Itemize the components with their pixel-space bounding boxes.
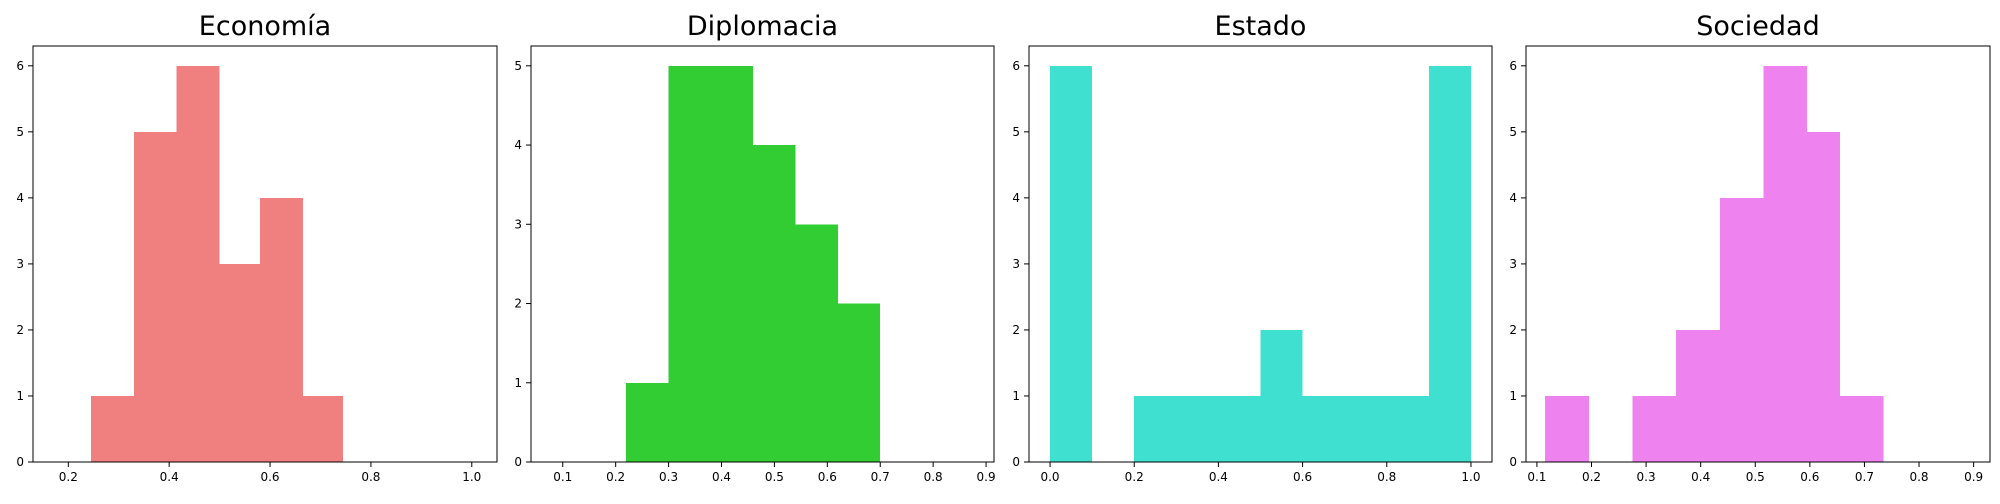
y-tick-label: 0 <box>1012 455 1020 469</box>
x-tick-label: 0.7 <box>871 470 890 484</box>
histogram-bar <box>837 303 881 462</box>
histogram-bar <box>1807 131 1840 463</box>
y-tick-label: 5 <box>514 59 522 73</box>
x-tick-label: 0.9 <box>1964 470 1983 484</box>
x-tick-label: 1.0 <box>462 470 481 484</box>
chart-title: Estado <box>1215 11 1307 42</box>
histogram-bar <box>176 65 220 463</box>
histogram-panel-4: 0.1 0.2 0.3 0.4 0.5 0.6 0.7 0.8 0.9 0 1 2 3 4 5 6 Socied… <box>1509 11 1991 484</box>
y-tick-label: 3 <box>1012 257 1020 271</box>
histogram-bar <box>1134 395 1177 462</box>
chart-title: Diplomacia <box>687 11 838 42</box>
y-tick-label: 5 <box>16 125 24 139</box>
y-tick-label: 4 <box>16 191 24 205</box>
y-tick-label: 0 <box>16 455 24 469</box>
y-tick-label: 1 <box>16 389 24 403</box>
x-tick-label: 0.8 <box>1909 470 1928 484</box>
chart-title: Sociedad <box>1696 11 1819 42</box>
histogram-bar <box>1632 395 1677 462</box>
y-tick-label: 6 <box>1012 59 1020 73</box>
histogram-bar <box>1260 329 1303 462</box>
histogram-bar <box>1176 395 1219 462</box>
histogram-bar <box>1386 395 1429 462</box>
y-tick-label: 1 <box>514 376 522 390</box>
histogram-bar <box>1218 395 1261 462</box>
y-tick-label: 0 <box>1509 455 1517 469</box>
x-tick-label: 0.2 <box>1125 470 1144 484</box>
histogram-bar <box>1428 65 1471 463</box>
histogram-bar <box>91 395 134 462</box>
x-tick-label: 0.8 <box>361 470 380 484</box>
x-tick-label: 0.6 <box>1800 470 1819 484</box>
x-tick-label: 0.8 <box>924 470 943 484</box>
histogram-bar <box>626 382 669 462</box>
histogram-bar <box>1302 395 1345 462</box>
x-tick-label: 0.4 <box>712 470 731 484</box>
y-tick-label: 3 <box>1509 257 1517 271</box>
y-tick-label: 4 <box>1012 191 1020 205</box>
y-tick-label: 6 <box>16 59 24 73</box>
x-tick-label: 0.4 <box>1209 470 1228 484</box>
histogram-bar <box>1839 395 1884 462</box>
y-tick-label: 0 <box>514 455 522 469</box>
histogram-bar <box>219 263 260 462</box>
histogram-bar <box>1719 197 1764 462</box>
x-tick-label: 0.1 <box>1527 470 1546 484</box>
y-tick-label: 1 <box>1509 389 1517 403</box>
x-tick-label: 0.6 <box>1293 470 1312 484</box>
histogram-bar <box>133 131 177 463</box>
x-tick-label: 0.2 <box>59 470 78 484</box>
histogram-panel-1: 0.2 0.4 0.6 0.8 1.0 0 1 2 3 4 5 6 Economía <box>16 11 498 484</box>
histogram-bar <box>1676 329 1720 462</box>
x-tick-label: 0.9 <box>977 470 996 484</box>
y-tick-label: 3 <box>514 217 522 231</box>
histogram-bar <box>710 65 754 463</box>
y-tick-label: 6 <box>1509 59 1517 73</box>
y-tick-label: 2 <box>16 323 24 337</box>
x-tick-label: 0.8 <box>1377 470 1396 484</box>
y-tick-label: 3 <box>16 257 24 271</box>
y-tick-label: 5 <box>1012 125 1020 139</box>
histogram-bar <box>668 65 711 463</box>
histogram-panel-2: 0.1 0.2 0.3 0.4 0.5 0.6 0.7 0.8 0.9 0 1 2 3 4 5 Diploma… <box>514 11 995 484</box>
histogram-panel-3: 0.0 0.2 0.4 0.6 0.8 1.0 0 1 2 3 4 5 6 Estado <box>1012 11 1493 484</box>
histogram-bar <box>1763 65 1808 463</box>
x-tick-label: 0.7 <box>1855 470 1874 484</box>
y-tick-label: 1 <box>1012 389 1020 403</box>
x-tick-label: 0.2 <box>1582 470 1601 484</box>
x-tick-label: 0.2 <box>606 470 625 484</box>
x-tick-label: 0.3 <box>659 470 678 484</box>
axes-frame <box>32 45 498 463</box>
x-tick-label: 1.0 <box>1461 470 1480 484</box>
axes-frame <box>530 45 995 463</box>
histogram-bar <box>302 395 344 462</box>
x-tick-label: 0.6 <box>818 470 837 484</box>
y-tick-label: 5 <box>1509 125 1517 139</box>
x-tick-label: 0.1 <box>553 470 572 484</box>
histogram-bar <box>795 224 838 462</box>
y-tick-label: 4 <box>514 138 522 152</box>
histogram-bar <box>1344 395 1387 462</box>
x-tick-label: 0.4 <box>160 470 179 484</box>
x-tick-label: 0.5 <box>1746 470 1765 484</box>
y-tick-label: 2 <box>1509 323 1517 337</box>
histogram-bar <box>1050 65 1093 463</box>
x-tick-label: 0.4 <box>1691 470 1710 484</box>
x-tick-label: 0.6 <box>260 470 279 484</box>
x-tick-label: 0.0 <box>1040 470 1059 484</box>
y-tick-label: 4 <box>1509 191 1517 205</box>
histogram-bar <box>1545 395 1589 462</box>
axes-frame <box>1525 45 1991 463</box>
y-tick-label: 2 <box>1012 323 1020 337</box>
x-tick-label: 0.5 <box>765 470 784 484</box>
histogram-bar <box>753 145 796 463</box>
y-tick-label: 2 <box>514 297 522 311</box>
histogram-bar <box>259 197 303 462</box>
chart-title: Economía <box>199 11 331 42</box>
x-tick-label: 0.3 <box>1637 470 1656 484</box>
axes-frame <box>1028 45 1493 463</box>
